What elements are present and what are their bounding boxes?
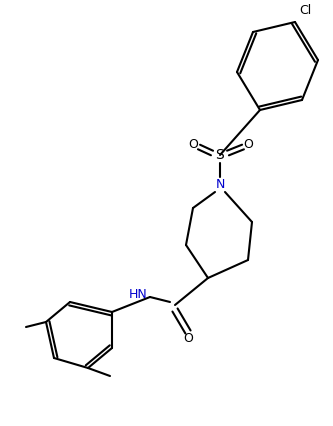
Text: O: O (243, 138, 253, 152)
Text: O: O (188, 138, 198, 152)
Text: O: O (183, 331, 193, 345)
Text: S: S (216, 148, 224, 162)
Text: N: N (215, 178, 225, 192)
Text: Cl: Cl (299, 3, 311, 17)
Text: HN: HN (129, 288, 148, 302)
